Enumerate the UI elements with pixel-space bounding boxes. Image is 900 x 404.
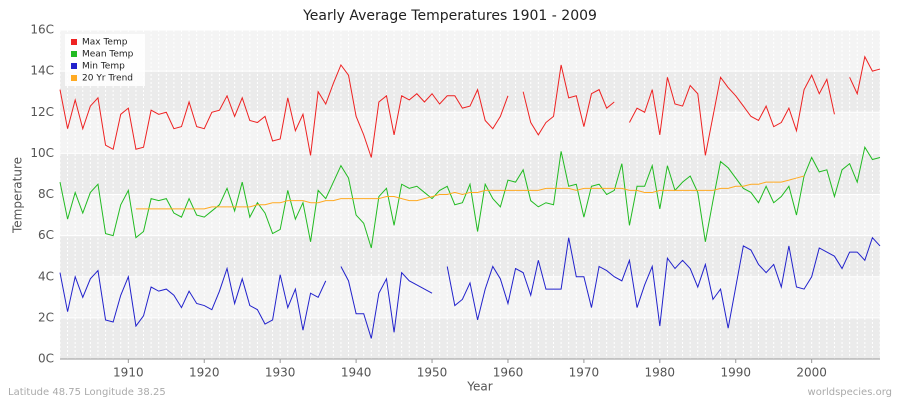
legend-box	[65, 34, 145, 86]
legend-swatch	[71, 63, 77, 69]
footer-left: Latitude 48.75 Longitude 38.25	[8, 387, 166, 398]
legend-swatch	[71, 51, 77, 57]
y-axis-label: Temperature	[11, 157, 25, 234]
series-line	[59, 145, 881, 249]
footer-right: worldspecies.org	[808, 387, 892, 398]
x-tick-label: 1980	[645, 366, 676, 380]
legend-label: Min Temp	[82, 62, 125, 72]
legend-label: 20 Yr Trend	[82, 74, 133, 84]
chart-title: Yearly Average Temperatures 1901 - 2009	[302, 8, 597, 24]
x-tick-label: 1920	[189, 366, 220, 380]
x-axis-label: Year	[466, 380, 492, 394]
y-tick-label: 16C	[30, 23, 54, 37]
legend-label: Mean Temp	[82, 50, 134, 60]
y-tick-label: 10C	[30, 146, 54, 160]
y-tick-label: 2C	[38, 310, 54, 324]
x-tick-label: 2000	[796, 366, 827, 380]
y-tick-label: 4C	[38, 269, 54, 283]
y-tick-label: 14C	[30, 64, 54, 78]
x-tick-label: 1960	[493, 366, 524, 380]
series-line	[59, 236, 881, 339]
series-line	[59, 55, 881, 158]
x-tick-label: 1950	[417, 366, 448, 380]
y-tick-label: 6C	[38, 228, 54, 242]
x-tick-label: 1990	[720, 366, 751, 380]
x-tick-label: 1910	[113, 366, 144, 380]
series-line	[135, 175, 805, 210]
legend-label: Max Temp	[82, 38, 128, 48]
y-tick-label: 8C	[38, 187, 54, 201]
x-tick-label: 1930	[265, 366, 296, 380]
legend-swatch	[71, 75, 77, 81]
y-tick-label: 0C	[38, 352, 54, 366]
y-tick-label: 12C	[30, 105, 54, 119]
x-tick-label: 1940	[341, 366, 372, 380]
legend-swatch	[71, 39, 77, 45]
x-tick-label: 1970	[569, 366, 600, 380]
